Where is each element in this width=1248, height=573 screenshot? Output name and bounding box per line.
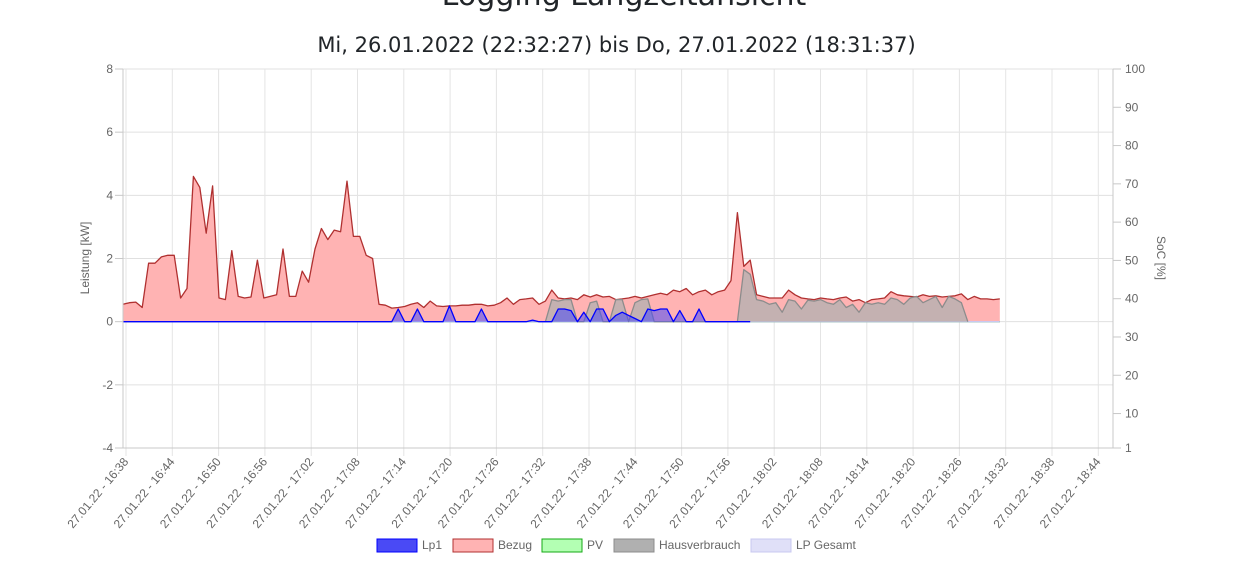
page-subtitle: Mi, 26.01.2022 (22:32:27) bis Do, 27.01.… (317, 33, 916, 57)
legend-swatch-lp-gesamt[interactable] (750, 538, 792, 553)
legend-label-lp1[interactable]: Lp1 (422, 538, 442, 552)
series-area-lp1 (123, 305, 751, 322)
y-left-tick-label: -4 (102, 441, 113, 455)
y-right-tick-label: 30 (1125, 330, 1139, 344)
series-layer (122, 175, 1000, 323)
y-left-tick-label: 4 (106, 188, 113, 202)
page-title: Logging Langzeitansicht (0, 0, 1248, 13)
grid (115, 68, 1121, 456)
series-line-lp1 (123, 305, 751, 323)
legend-swatch-bezug[interactable] (452, 538, 494, 553)
y-left-tick-label: -2 (102, 378, 113, 392)
y-right-tick-label: 20 (1125, 368, 1139, 382)
y-left-tick-label: 2 (106, 252, 113, 266)
y-right-tick-label: 10 (1125, 407, 1139, 421)
legend-swatch-pv[interactable] (541, 538, 583, 553)
y-right-tick-label: 60 (1125, 215, 1139, 229)
y-left-axis-title: Leistung [kW] (78, 222, 92, 295)
y-right-tick-label: 100 (1125, 62, 1145, 76)
y-right-tick-label: 90 (1125, 100, 1139, 114)
series-line-bezug (122, 175, 1000, 309)
legend-label-lp-gesamt[interactable]: LP Gesamt (796, 538, 856, 552)
legend-swatch-lp1[interactable] (376, 538, 418, 553)
legend-label-hausverbrauch[interactable]: Hausverbrauch (659, 538, 740, 552)
legend-label-pv[interactable]: PV (587, 538, 603, 552)
y-right-tick-label: 50 (1125, 253, 1139, 267)
y-left-tick-label: 0 (106, 315, 113, 329)
y-right-tick-label: 1 (1125, 441, 1132, 455)
series-area-bezug (123, 176, 1000, 322)
y-right-axis-title: SoC [%] (1154, 236, 1168, 280)
legend-swatch-hausverbrauch[interactable] (613, 538, 655, 553)
y-left-tick-label: 6 (106, 125, 113, 139)
series-area-hausverbrauch (545, 269, 968, 322)
y-right-tick-label: 80 (1125, 139, 1139, 153)
y-left-tick-label: 8 (106, 62, 113, 76)
legend-label-bezug[interactable]: Bezug (498, 538, 532, 552)
legend[interactable]: Lp1 Bezug PV Hausverbrauch LP Gesamt (376, 538, 856, 553)
y-right-tick-label: 70 (1125, 177, 1139, 191)
y-right-tick-label: 40 (1125, 292, 1139, 306)
